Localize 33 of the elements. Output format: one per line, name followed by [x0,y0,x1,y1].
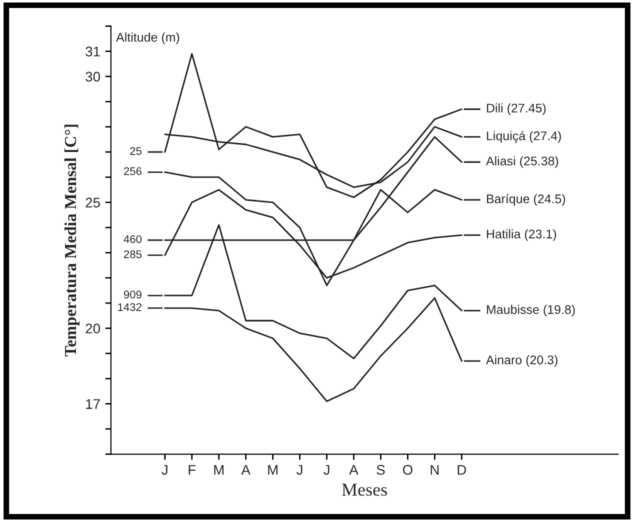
legend-label: Aliasi (25.38) [486,156,558,168]
y-tick-label: 30 [86,72,100,82]
annotation: 460 [124,235,142,244]
x-tick-label: F [188,465,196,475]
y-tick-label: 31 [86,46,100,56]
annotation: 256 [124,167,142,176]
legend-label: Hatilia (23.1) [486,229,556,241]
y-tick-label: 17 [86,399,100,409]
x-tick-label: J [296,465,302,475]
annotation: 909 [124,290,142,298]
x-tick-label: A [241,465,250,475]
legend-label: Maubisse (19.8) [486,304,575,316]
x-tick-label: J [162,465,168,475]
annotation: Altitude (m) [116,32,180,44]
legend-label: Ainaro (20.3) [486,355,558,367]
x-tick-label: M [268,465,278,475]
legend-label: Dili (27.45) [486,103,546,116]
y-tick-label: 20 [86,324,100,334]
x-tick-label: A [349,465,358,475]
x-tick-label: O [402,464,412,475]
x-tick-label: M [214,465,224,475]
annotation: 25 [130,147,142,155]
y-tick-label: 25 [86,198,100,208]
x-tick-label: D [458,465,466,475]
x-axis-title: Meses [342,484,387,496]
annotation: 1432 [118,303,142,312]
x-tick-label: J [324,465,330,475]
legend-label: Liquiçá (27.4) [486,130,561,143]
x-tick-label: S [376,464,385,475]
annotation: 285 [124,250,142,258]
legend-label: Baríque (24.5) [486,194,566,206]
y-axis-title: Temperatura Media Mensal [C°] [64,124,80,357]
x-tick-label: N [430,465,439,475]
